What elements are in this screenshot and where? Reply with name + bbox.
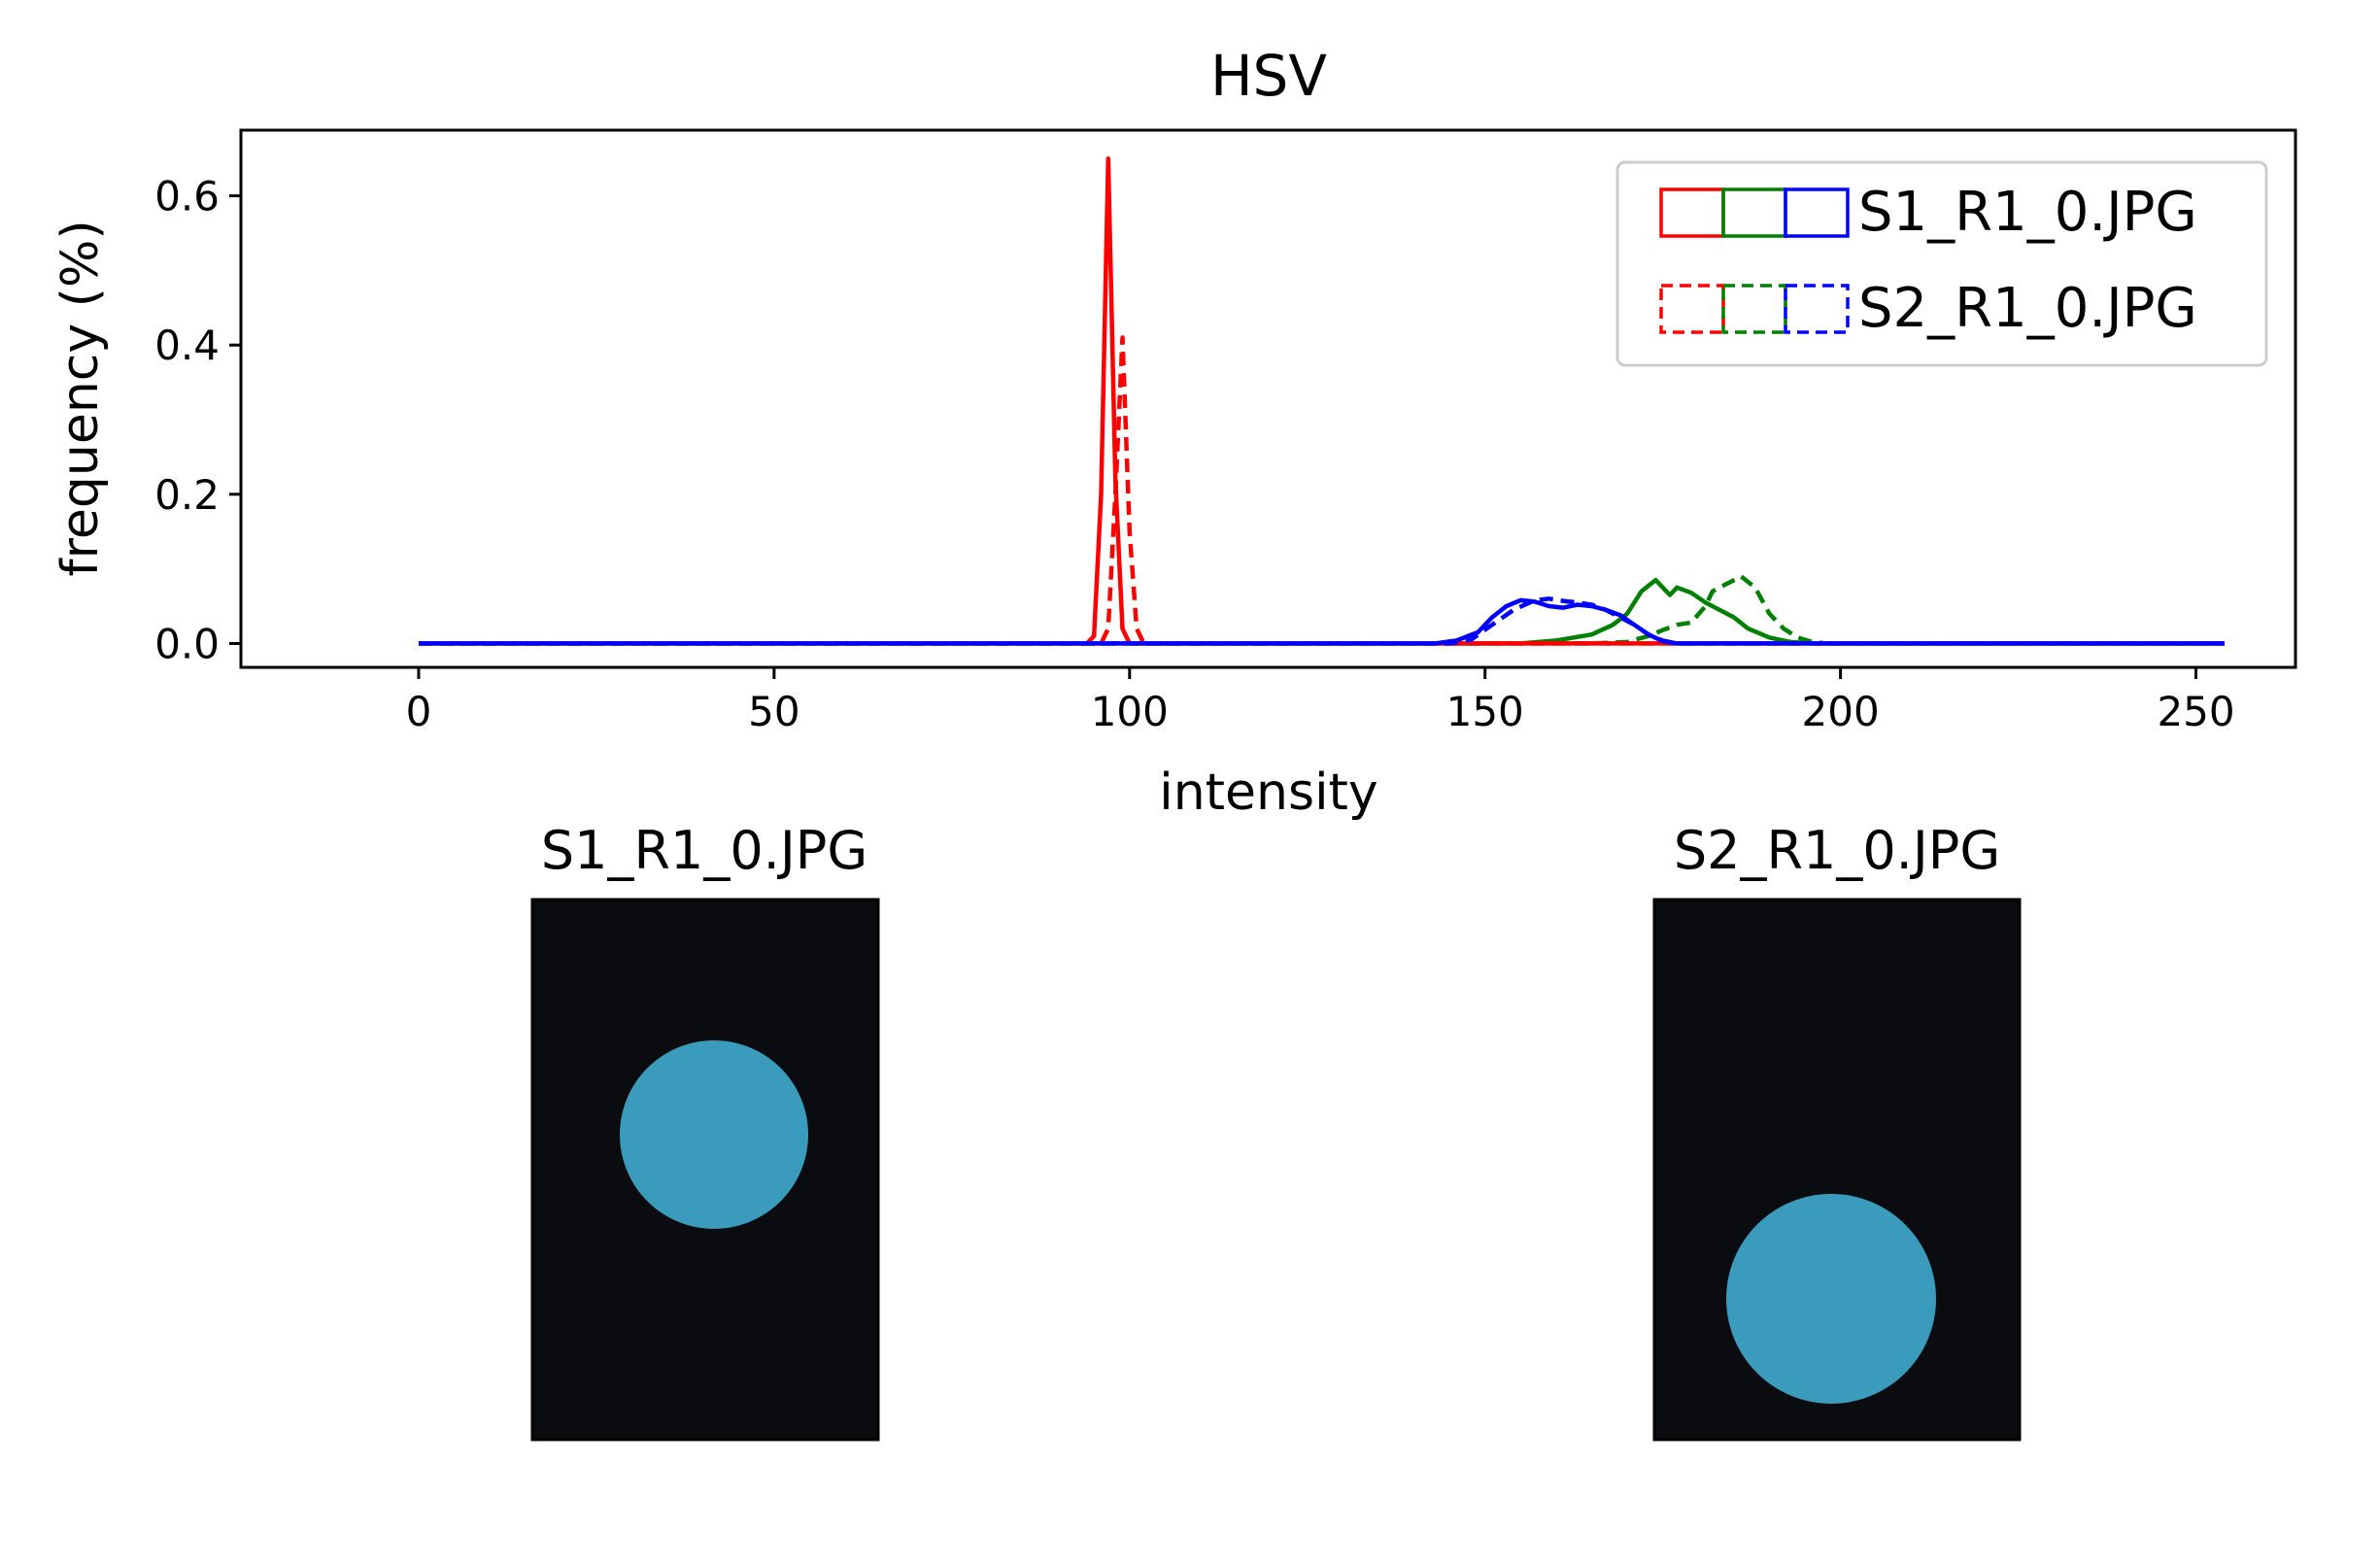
image-panel-s1 [530,898,880,1442]
x-tick-label: 150 [1446,688,1524,735]
specimen-disc-s2 [1726,1194,1936,1404]
series-layer [419,155,2225,646]
legend: S1_R1_0.JPG S2_R1_0.JPG [1615,160,2268,367]
y-tick-label: 0.0 [154,620,220,667]
plot-area: 0 50 100 150 200 250 0.0 0.2 0.4 0.6 [154,128,2297,735]
legend-frame [1615,160,2268,367]
series-line-s1-ch1 [419,577,2225,646]
image-background-s1 [530,898,880,1442]
legend-swatch-box [1784,284,1850,334]
image-title-s2: S2_R1_0.JPG [1674,820,2000,881]
plot-frame [239,128,2297,669]
y-tick-label: 0.2 [154,471,220,519]
legend-swatch-solid [1659,187,1850,238]
x-tick-label: 0 [406,688,432,735]
x-tick-label: 200 [1802,688,1880,735]
x-ticks: 0 50 100 150 200 250 [406,667,2235,735]
x-tick-label: 250 [2157,688,2234,735]
y-ticks: 0.0 0.2 0.4 0.6 [154,173,241,667]
legend-label-s1: S1_R1_0.JPG [1858,181,2197,244]
image-panel-s2 [1652,898,2022,1442]
specimen-disc-s1 [620,1040,808,1229]
image-title-s1: S1_R1_0.JPG [541,820,867,881]
legend-label-s2: S2_R1_0.JPG [1858,277,2197,340]
legend-swatch-box [1784,187,1850,238]
y-tick-label: 0.6 [154,173,220,221]
series-line-s2-ch0 [419,335,2225,646]
x-axis-label: intensity [1159,764,1377,822]
chart-title: HSV [1210,43,1327,109]
legend-swatch-dashed [1659,284,1850,334]
series-line-s2-ch1 [419,574,2225,646]
y-tick-label: 0.4 [154,322,220,369]
y-axis-label: frequency (%) [51,220,110,576]
series-line-s1-ch2 [419,597,2225,646]
series-line-s1-ch0 [419,155,2225,646]
x-tick-label: 100 [1091,688,1169,735]
x-tick-label: 50 [748,688,799,735]
series-line-s2-ch2 [419,596,2225,646]
